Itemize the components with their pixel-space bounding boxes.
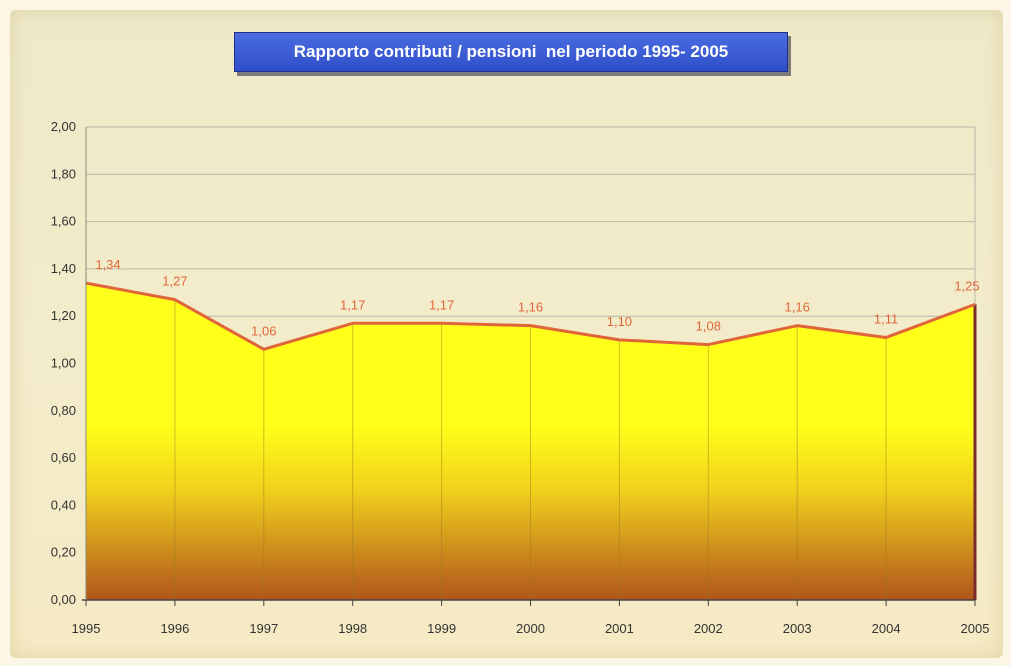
x-tick-label-6: 2001 bbox=[605, 621, 634, 636]
y-tick-label-2: 0,40 bbox=[51, 497, 76, 512]
data-label-10: 1,25 bbox=[954, 278, 979, 293]
y-tick-label-5: 1,00 bbox=[51, 356, 76, 371]
x-tick-label-10: 2005 bbox=[961, 621, 990, 636]
y-tick-label-3: 0,60 bbox=[51, 450, 76, 465]
y-tick-label-0: 0,00 bbox=[51, 592, 76, 607]
y-tick-label-9: 1,80 bbox=[51, 166, 76, 181]
y-tick-label-1: 0,20 bbox=[51, 545, 76, 560]
y-tick-label-7: 1,40 bbox=[51, 261, 76, 276]
x-tick-label-3: 1998 bbox=[338, 621, 367, 636]
data-label-6: 1,10 bbox=[607, 314, 632, 329]
x-tick-label-2: 1997 bbox=[249, 621, 278, 636]
chart-title: Rapporto contributi / pensioni nel perio… bbox=[234, 32, 788, 72]
axis-layer: 0,00 0,20 0,40 0,60 0,80 1,00 1,20 1,40 1,60 1,80… bbox=[51, 119, 990, 636]
x-tick-label-4: 1999 bbox=[427, 621, 456, 636]
x-tick-label-0: 1995 bbox=[72, 621, 101, 636]
y-tick-label-6: 1,20 bbox=[51, 308, 76, 323]
label-layer: 1,34 1,27 1,06 1,17 1,17 1,16 1,10 1,08 1,16 1,11… bbox=[95, 257, 979, 338]
data-label-5: 1,16 bbox=[518, 300, 543, 315]
y-tick-label-4: 0,80 bbox=[51, 403, 76, 418]
area-fill bbox=[86, 283, 975, 600]
data-label-9: 1,11 bbox=[874, 311, 898, 326]
data-label-1: 1,27 bbox=[162, 274, 187, 289]
x-tick-label-5: 2000 bbox=[516, 621, 545, 636]
series-line bbox=[85, 281, 976, 351]
x-tick-label-1: 1996 bbox=[160, 621, 189, 636]
x-tick-label-7: 2002 bbox=[694, 621, 723, 636]
data-label-8: 1,16 bbox=[785, 300, 810, 315]
x-tick-label-9: 2004 bbox=[872, 621, 901, 636]
y-tick-label-10: 2,00 bbox=[51, 119, 76, 134]
y-tick-label-8: 1,60 bbox=[51, 214, 76, 229]
data-label-2: 1,06 bbox=[251, 323, 276, 338]
data-label-3: 1,17 bbox=[340, 297, 365, 312]
data-label-0: 1,34 bbox=[95, 257, 120, 272]
data-label-4: 1,17 bbox=[429, 297, 454, 312]
data-label-7: 1,08 bbox=[696, 319, 721, 334]
x-tick-label-8: 2003 bbox=[783, 621, 812, 636]
area-layer bbox=[85, 281, 977, 600]
